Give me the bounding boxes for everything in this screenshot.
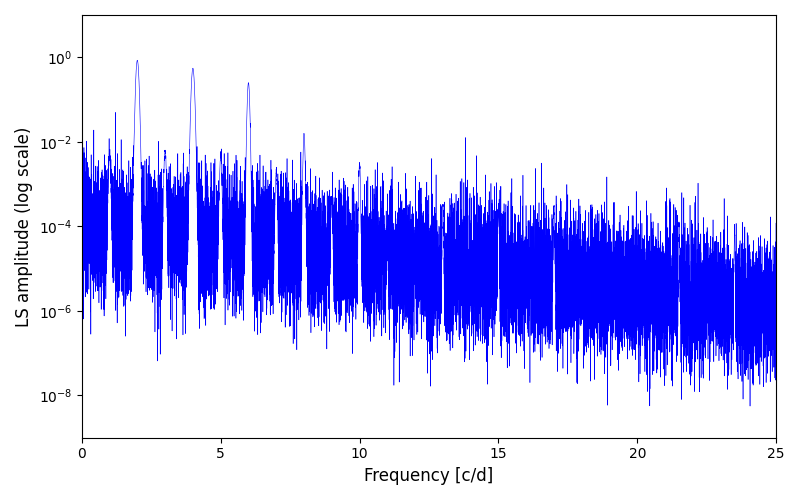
X-axis label: Frequency [c/d]: Frequency [c/d] [364, 467, 494, 485]
Y-axis label: LS amplitude (log scale): LS amplitude (log scale) [15, 126, 33, 326]
